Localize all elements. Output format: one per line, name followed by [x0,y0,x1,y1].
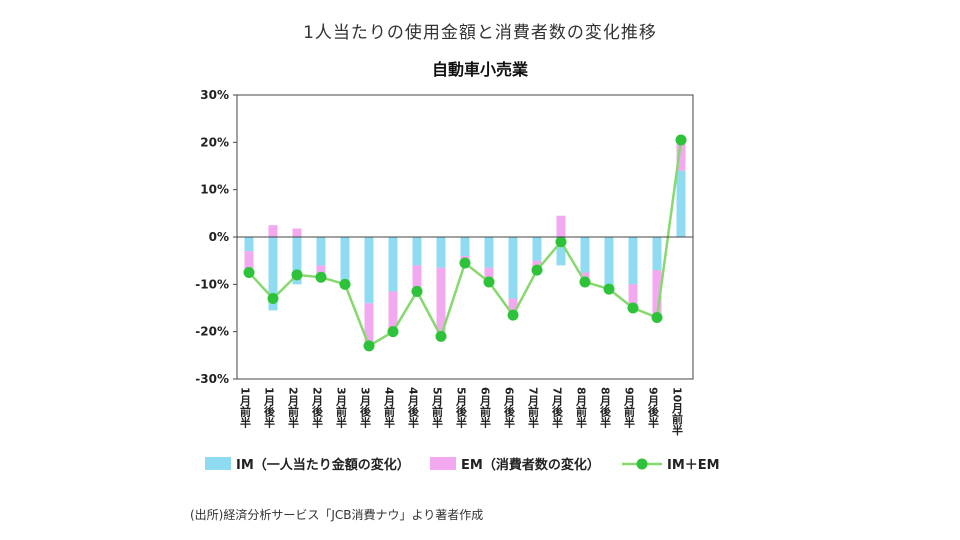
x-tick-label: 9月後半 [647,387,661,428]
line-series [243,134,687,352]
axes: -30% -20% -10% 0% 10% 20% 30% 1月前半 1月後半 2月前半 2月後半 3… [195,88,693,436]
bar-im [292,237,302,285]
chart-title: 自動車小売業 [432,60,529,79]
line-point [291,269,303,281]
bar-im [412,237,422,266]
x-tick-label: 2月前半 [287,387,301,428]
bar-em [436,267,446,337]
legend: IM（一人当たり金額の変化） EM（消費者数の変化） IM＋EM [205,457,720,473]
bar-im [340,237,350,285]
source-note: (出所)経済分析サービス「JCB消費ナウ」より著者作成 [190,508,484,522]
x-tick-label: 6月前半 [479,387,493,428]
bar-im [388,237,398,292]
x-tick-label: 7月前半 [527,387,541,428]
x-tick-label: 2月後半 [311,387,325,428]
line-point [267,293,279,305]
bar-im [628,237,638,285]
bar-im [580,237,590,273]
line-point [435,330,447,342]
line-point [675,134,687,146]
legend-swatch-em [430,457,456,470]
x-tick-label: 1月前半 [239,387,253,428]
bar-im [532,237,542,261]
line-point [651,311,663,323]
bar-im [436,237,446,268]
line-point [483,276,495,288]
bar-em [244,251,254,273]
page-title: 1人当たりの使用金額と消費者数の変化推移 [303,23,657,43]
line-point [579,276,591,288]
bar-em [556,215,566,237]
bars [244,139,686,346]
line-point [459,257,471,269]
bar-im [244,237,254,252]
line-point [603,283,615,295]
line-point [627,302,639,314]
y-tick-label: 0% [209,230,229,244]
line-point [507,309,519,321]
y-tick-label: 10% [200,183,229,197]
bar-im [508,237,518,299]
x-tick-label: 9月前半 [623,387,637,428]
bar-im [556,237,566,266]
bar-em [316,265,326,278]
x-tick-label: 4月後半 [407,387,421,428]
bar-em [364,303,374,346]
bar-im [268,237,278,311]
bar-em [484,267,494,282]
bar-em [652,270,662,318]
x-tick-label: 5月後半 [455,387,469,428]
line-point [243,267,255,278]
legend-label-em: EM（消費者数の変化） [461,457,600,473]
line-point [411,285,423,297]
bar-em [676,139,686,171]
bar-em [292,228,302,237]
y-tick-label: -10% [195,277,229,291]
legend-marker-sum [636,458,648,470]
y-tick-label: -30% [195,372,229,386]
x-tick-label: 8月後半 [599,387,613,428]
legend-label-sum: IM＋EM [667,458,720,473]
x-tick-label: 10月前半 [671,387,685,436]
bar-im [604,237,614,287]
line-point [387,326,399,338]
x-tick-label: 4月前半 [383,387,397,428]
bar-im [460,237,470,256]
line-point [555,236,567,248]
bar-em [628,284,638,308]
line-point [363,340,375,352]
x-tick-label: 1月後半 [263,387,277,428]
x-tick-label: 3月前半 [335,387,349,428]
line-point [339,278,351,290]
bar-im [484,237,494,268]
y-tick-label: 30% [200,88,229,102]
x-tick-label: 6月後半 [503,387,517,428]
y-tick-label: -20% [195,325,229,339]
bar-em [412,265,422,292]
legend-label-im: IM（一人当たり金額の変化） [236,457,410,473]
y-tick-label: 20% [200,135,229,149]
x-tick-label: 7月後半 [551,387,565,428]
x-tick-label: 3月後半 [359,387,373,428]
x-tick-label: 8月前半 [575,387,589,428]
bar-im [364,237,374,304]
bar-im [316,237,326,266]
bar-im [652,237,662,271]
bar-em [508,298,518,313]
x-tick-label: 5月前半 [431,387,445,428]
bar-em [268,225,278,237]
line-point [531,264,543,276]
bar-em [388,291,398,332]
legend-swatch-im [205,457,231,470]
line-point [315,271,327,283]
bar-im [676,170,686,237]
